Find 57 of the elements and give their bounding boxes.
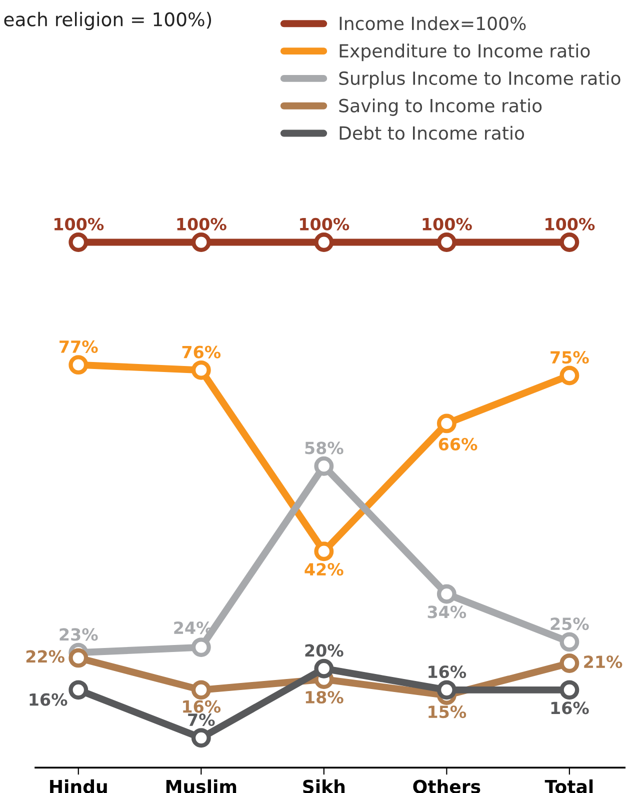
data-label: 7% (188, 713, 215, 726)
data-label: 77% (60, 340, 98, 354)
data-label: 100% (422, 218, 472, 230)
data-label: 22% (26, 650, 64, 663)
point (68, 680, 88, 700)
data-label: 76% (182, 346, 221, 358)
data-label: 100% (546, 218, 595, 230)
point (191, 360, 211, 380)
data-label: 34% (428, 606, 466, 618)
x-tick-label: Muslim (166, 779, 236, 793)
point (314, 456, 334, 476)
legend-label: Income Index=100% (340, 16, 526, 30)
x-tick-label: Total (544, 779, 593, 793)
point (314, 542, 334, 562)
point (436, 414, 456, 434)
point (191, 680, 211, 700)
data-label: 58% (305, 442, 344, 454)
data-label: 20% (305, 644, 344, 657)
point (436, 584, 456, 604)
data-label: 16% (30, 693, 68, 706)
data-label: 18% (306, 690, 344, 704)
data-label: 16% (551, 702, 589, 714)
point (68, 232, 88, 252)
legend-label: Expenditure to Income ratio (340, 44, 590, 62)
data-label: 15% (428, 706, 466, 718)
point (68, 648, 88, 668)
data-label: 21% (584, 656, 622, 668)
legend-label: Debt to Income ratio (340, 126, 524, 140)
data-label: 16% (428, 665, 466, 678)
point (191, 728, 211, 748)
x-tick-label: Sikh (303, 779, 345, 793)
point (560, 232, 580, 252)
data-label: 42% (304, 563, 344, 576)
point (314, 658, 334, 678)
data-label: 75% (550, 351, 589, 364)
data-label: 100% (54, 218, 104, 230)
point (436, 680, 456, 700)
data-label: 100% (177, 218, 226, 230)
point (436, 232, 456, 252)
point (68, 355, 88, 375)
chart-title: each religion = 100%) (4, 12, 212, 30)
data-label: 100% (300, 218, 350, 230)
point (191, 232, 211, 252)
legend-label: Surplus Income to Income ratio (339, 71, 620, 89)
point (560, 366, 580, 386)
point (560, 680, 580, 700)
point (191, 638, 211, 658)
data-label: 16% (183, 700, 221, 713)
x-tick-label: Others (413, 779, 480, 793)
data-label: 25% (550, 618, 589, 630)
point (560, 632, 580, 652)
data-label: 66% (438, 438, 478, 451)
legend-label: Saving to Income ratio (339, 98, 542, 116)
point (560, 654, 580, 673)
x-tick-label: Hindu (50, 779, 107, 793)
point (314, 232, 334, 252)
data-label: 23% (60, 628, 98, 641)
